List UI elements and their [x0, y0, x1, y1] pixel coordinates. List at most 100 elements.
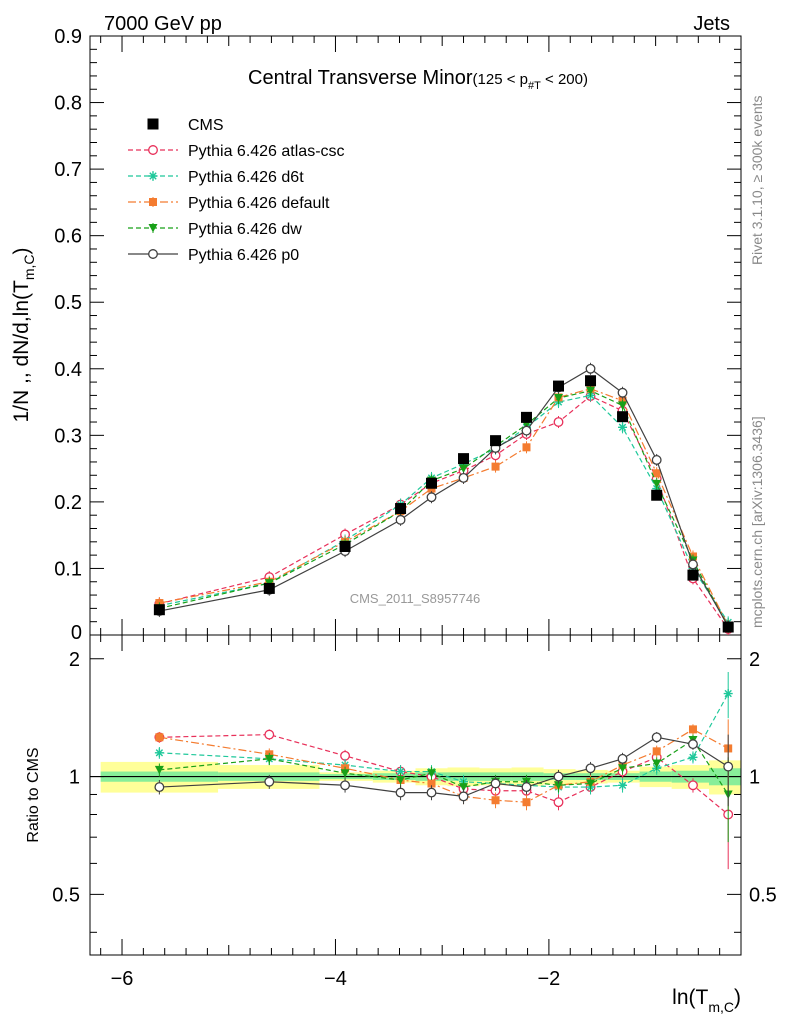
- ratio-y-axis-title: Ratio to CMS: [25, 747, 42, 842]
- marker: [652, 479, 662, 489]
- marker: [395, 503, 407, 515]
- series-line: [159, 368, 729, 627]
- marker: [491, 462, 500, 471]
- marker: [339, 540, 351, 552]
- main-series: [153, 362, 734, 636]
- marker: [553, 797, 564, 808]
- marker: [585, 363, 596, 374]
- ratio-series: [154, 672, 734, 870]
- main-y-axis: 0.1 0.2 0.3 0.4 0.5 0.6 0.7 0.8 0.9 0: [54, 26, 741, 644]
- marker: [395, 514, 406, 525]
- marker: [340, 780, 351, 791]
- marker: [148, 145, 158, 155]
- marker: [553, 380, 565, 392]
- main-y-tick-label: 0: [71, 622, 82, 644]
- legend-label: CMS: [188, 117, 224, 134]
- marker: [618, 780, 628, 790]
- marker: [688, 725, 697, 734]
- legend-entry-d6t: Pythia 6.426 d6t: [128, 169, 304, 186]
- legend-entry-p0: Pythia 6.426 p0: [128, 247, 299, 264]
- marker: [148, 171, 158, 181]
- marker: [148, 224, 158, 233]
- marker: [426, 787, 437, 798]
- marker: [652, 747, 661, 756]
- legend-entry-default: Pythia 6.426 default: [128, 195, 330, 212]
- marker: [688, 739, 698, 750]
- header-energy: 7000 GeV pp: [104, 13, 222, 35]
- marker: [149, 198, 157, 206]
- marker: [426, 492, 437, 503]
- legend-label: Pythia 6.426 dw: [188, 221, 302, 238]
- marker: [586, 386, 596, 396]
- marker: [618, 422, 628, 432]
- marker: [427, 779, 436, 788]
- marker: [521, 782, 532, 793]
- main-y-tick-label: 0.8: [54, 93, 82, 115]
- ratio-series-line: [159, 728, 729, 803]
- analysis-watermark: CMS_2011_S8957746: [350, 591, 481, 606]
- marker: [553, 417, 564, 427]
- chart-title: Central Transverse Minor(125 < p#T < 200…: [248, 67, 588, 92]
- marker: [154, 748, 164, 758]
- ratio-band: [90, 760, 741, 795]
- marker: [652, 469, 661, 478]
- main-y-tick-label: 0.4: [54, 359, 82, 381]
- marker: [491, 796, 500, 805]
- marker: [617, 387, 628, 398]
- marker: [264, 776, 275, 787]
- marker: [688, 780, 698, 791]
- main-y-tick-label: 0.6: [54, 226, 82, 248]
- marker: [458, 453, 470, 465]
- marker: [688, 752, 698, 762]
- legend-entry-dw: Pythia 6.426 dw: [128, 221, 302, 238]
- marker: [520, 411, 532, 423]
- ratio-series-p0: [154, 731, 734, 807]
- series-line: [159, 388, 729, 626]
- marker: [458, 472, 469, 483]
- series-line: [159, 395, 729, 630]
- ratio-series-line: [159, 736, 729, 797]
- marker: [264, 754, 274, 764]
- legend-entry-atlas_csc: Pythia 6.426 atlas-csc: [128, 143, 345, 160]
- ratio-y-tick-label-right: 2: [749, 649, 760, 671]
- marker: [154, 782, 165, 793]
- marker: [617, 753, 628, 764]
- marker: [155, 733, 164, 742]
- marker: [618, 764, 628, 773]
- x-axis: −6 −4 −2: [100, 36, 742, 990]
- marker: [586, 779, 596, 789]
- marker: [459, 464, 469, 474]
- marker: [148, 249, 158, 259]
- main-y-tick-label: 0.1: [54, 558, 82, 580]
- marker: [264, 729, 275, 740]
- main-y-tick-label: 0.5: [54, 292, 82, 314]
- legend-label: Pythia 6.426 default: [188, 195, 330, 212]
- series-cms: [153, 375, 734, 633]
- main-y-tick-label: 0.9: [54, 26, 82, 48]
- x-tick-label: −6: [111, 968, 134, 990]
- x-tick-label: −4: [324, 968, 347, 990]
- rivet-label: Rivet 3.1.10, ≥ 300k events: [749, 95, 765, 265]
- marker: [688, 559, 698, 570]
- marker: [521, 425, 532, 436]
- ratio-y-tick-label: 0.5: [52, 884, 80, 906]
- marker: [554, 394, 564, 403]
- marker: [618, 401, 628, 410]
- series-line: [159, 394, 729, 623]
- marker: [617, 411, 629, 423]
- x-tick-label: −2: [537, 968, 560, 990]
- marker: [147, 118, 159, 130]
- marker: [723, 689, 733, 699]
- ratio-y-tick-label: 1: [69, 767, 80, 789]
- ratio-y-axis: 0.5 0.5 1 1 2 2: [52, 649, 777, 933]
- marker: [490, 778, 501, 789]
- ratio-panel-frame: [89, 634, 742, 956]
- marker: [426, 477, 438, 489]
- legend: CMS Pythia 6.426 atlas-csc Pythia 6.426 d6…: [128, 117, 345, 264]
- marker: [340, 750, 351, 761]
- marker: [585, 375, 597, 387]
- marker: [522, 798, 531, 807]
- main-y-axis-title: 1/N ,, dN/d,ln(Tm,C): [10, 247, 37, 422]
- mcplots-label: mcplots.cern.ch [arXiv:1306.3436]: [749, 416, 765, 628]
